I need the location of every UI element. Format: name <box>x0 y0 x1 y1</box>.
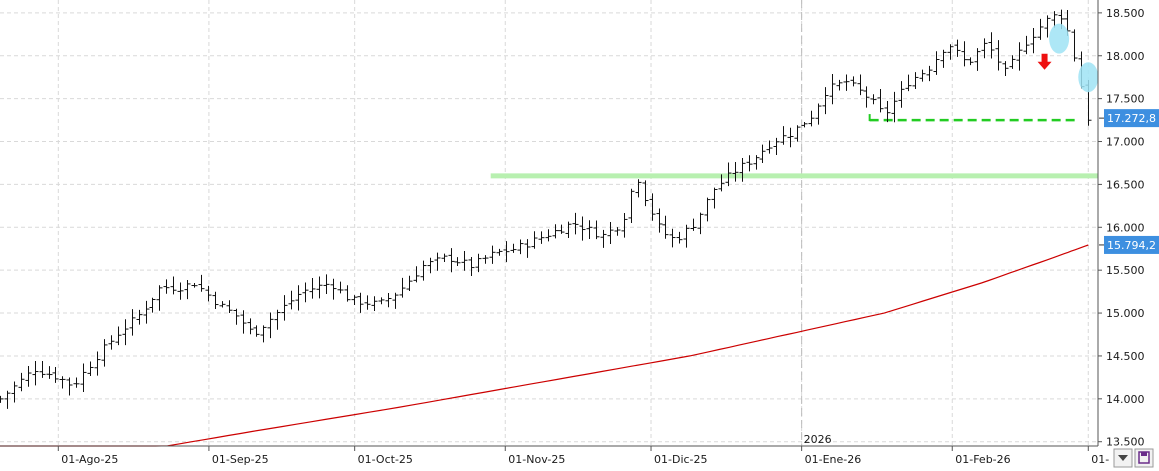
y-tick-label: 18.000 <box>1106 50 1145 63</box>
x-tick-label: 01- <box>1091 453 1109 466</box>
x-tick-label: 01-Sep-25 <box>212 453 269 466</box>
highlight-marker <box>1078 62 1099 93</box>
y-tick-label: 17.500 <box>1106 93 1145 106</box>
x-tick-label: 01-Ene-26 <box>805 453 862 466</box>
axes <box>0 0 1099 447</box>
x-tick-label: 01-Feb-26 <box>955 453 1010 466</box>
save-icon-shutter <box>1141 452 1147 456</box>
price-tag-label: 15.794,2 <box>1107 239 1156 252</box>
highlight-marker <box>1049 23 1070 54</box>
down-arrow-icon <box>1037 53 1052 70</box>
ohlc-bars-layer <box>0 9 1092 409</box>
y-tick-label: 16.500 <box>1106 178 1145 191</box>
price-tags: 17.272,8 15.794,2 <box>1099 109 1159 254</box>
x-tick-label: 01-Nov-25 <box>508 453 565 466</box>
annotations-layer <box>1037 23 1099 93</box>
price-tag-box <box>1104 109 1159 128</box>
support-levels-layer <box>490 114 1098 179</box>
y-tick-label: 15.000 <box>1106 307 1145 320</box>
y-axis-ticks: 13.500 14.000 14.500 15.000 15.500 16.000 16.5… <box>1098 7 1145 449</box>
y-tick-label: 13.500 <box>1106 436 1145 449</box>
price-tag-box <box>1104 235 1159 254</box>
x-tick-label: 01-Dic-25 <box>654 453 708 466</box>
y-tick-label: 14.500 <box>1106 350 1145 363</box>
y-tick-label: 16.000 <box>1106 221 1145 234</box>
grid: 2026 <box>0 0 1098 446</box>
y-tick-label: 15.500 <box>1106 264 1145 277</box>
y-tick-label: 18.500 <box>1106 7 1145 20</box>
chevron-down-icon <box>1118 455 1128 461</box>
price-tag-label: 17.272,8 <box>1107 112 1156 125</box>
y-tick-label: 17.000 <box>1106 136 1145 149</box>
year-label: 2026 <box>804 433 832 446</box>
moving-average-layer <box>0 244 1089 447</box>
x-tick-label: 01-Oct-25 <box>358 453 413 466</box>
x-tick-label: 01-Ago-25 <box>61 453 118 466</box>
x-axis-ticks: 01-Ago-25 01-Sep-25 01-Oct-25 01-Nov-25 01-D… <box>57 446 1109 466</box>
corner-controls[interactable] <box>1113 448 1154 468</box>
moving-average-line <box>0 244 1089 447</box>
y-tick-label: 14.000 <box>1106 393 1145 406</box>
